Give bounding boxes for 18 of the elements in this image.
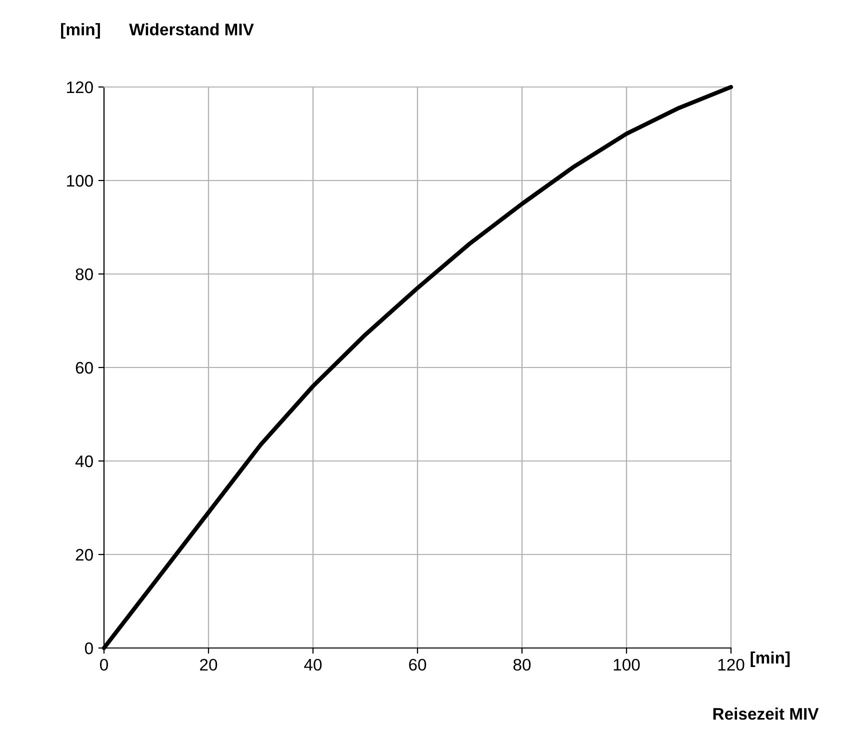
x-tick-label: 40 xyxy=(304,658,322,671)
y-tick-label: 40 xyxy=(75,455,93,468)
x-tick-label: 120 xyxy=(718,658,744,671)
x-tick-label: 60 xyxy=(409,658,426,671)
y-tick-label: 80 xyxy=(76,268,93,280)
y-tick-label: 60 xyxy=(76,362,93,374)
y-axis-title: [min] xyxy=(61,23,100,39)
y-tick-label: 120 xyxy=(67,81,93,94)
x-tick-label: 0 xyxy=(100,658,108,671)
y-tick-label: 20 xyxy=(76,548,93,561)
x-tick-label: 20 xyxy=(200,658,218,671)
chart-title: Widerstand MIV xyxy=(129,23,254,36)
x-axis-title: Reisezeit MIV xyxy=(713,708,819,720)
x-tick-label: 80 xyxy=(513,658,531,671)
text: [min] xyxy=(750,651,790,667)
x-tick-label: 100 xyxy=(614,658,640,671)
y-tick-label: 100 xyxy=(67,174,93,187)
y-tick-label: 0 xyxy=(84,642,93,654)
